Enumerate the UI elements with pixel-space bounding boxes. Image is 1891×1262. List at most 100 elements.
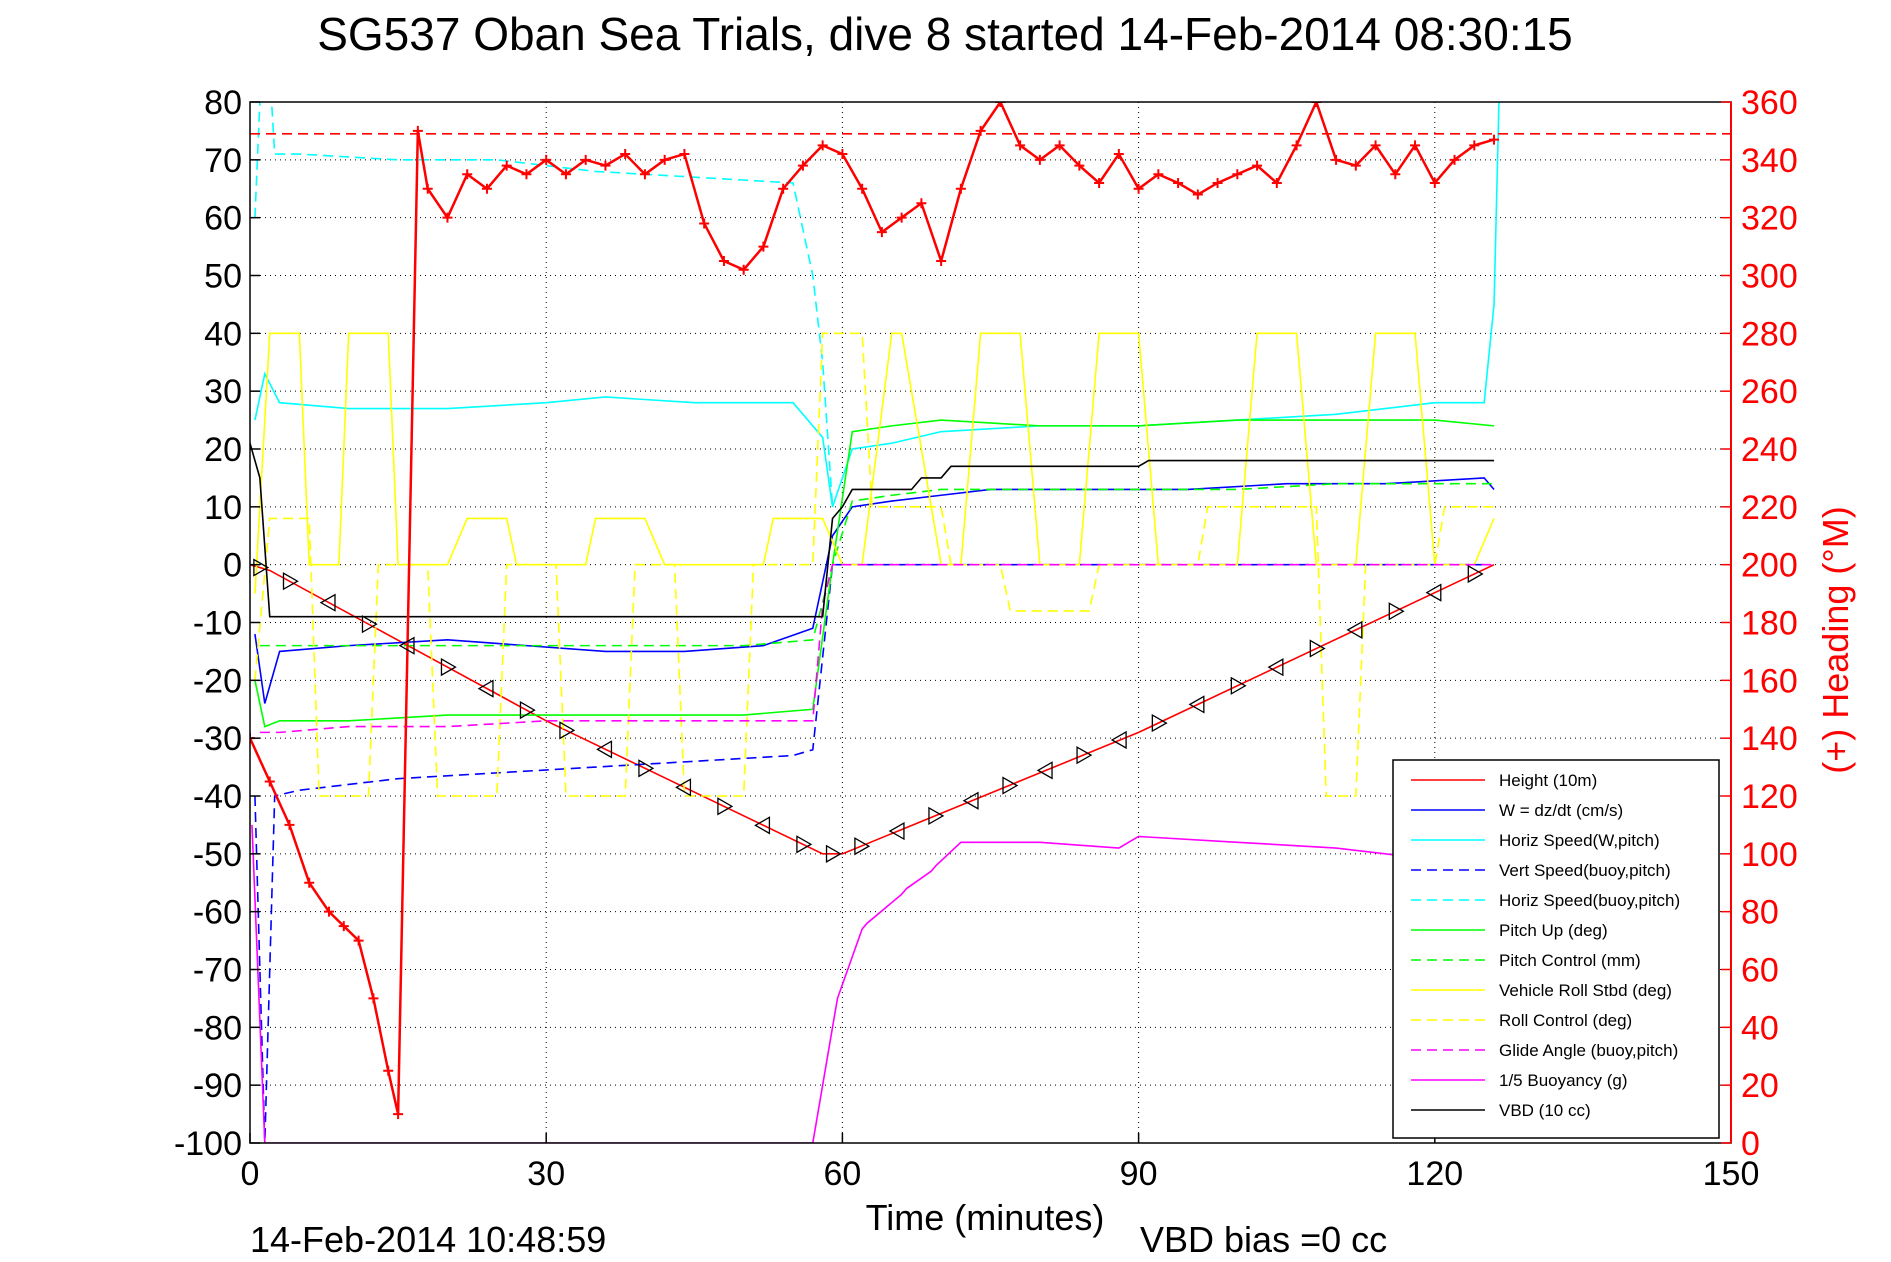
y-axis-right: 3603403203002802602402202001801601401201… [1721, 84, 1798, 1163]
height-marker [1467, 564, 1484, 584]
series-point-heading [1192, 189, 1203, 200]
y2-tick-label: 280 [1741, 315, 1798, 353]
height-marker [888, 821, 905, 841]
series-point-heading [481, 183, 492, 194]
series-point-heading [1015, 140, 1026, 151]
series-point-heading [797, 160, 808, 171]
series-point-heading [284, 819, 295, 830]
legend-label-vbd-10-cc: VBD (10 cc) [1499, 1101, 1591, 1120]
x-tick-label: 90 [1120, 1155, 1158, 1193]
series-point-heading [955, 183, 966, 194]
series-point-heading [560, 169, 571, 180]
series-point-heading [1034, 154, 1045, 165]
series-point-heading [639, 169, 650, 180]
height-marker [1110, 730, 1127, 750]
y2-tick-label: 360 [1741, 84, 1798, 122]
height-marker [854, 837, 871, 856]
y-tick-label: 40 [204, 315, 242, 353]
series-point-heading [758, 241, 769, 252]
series-line-vehicle-roll-stbd-deg [254, 332, 1495, 594]
series-point-heading [1232, 169, 1243, 180]
series-point-heading [876, 227, 887, 238]
series-point-heading [1350, 160, 1361, 171]
series-point-heading [817, 140, 828, 151]
y2-tick-label: 340 [1741, 142, 1798, 180]
legend-label-horiz-speed-w-pitch: Horiz Speed(W,pitch) [1499, 831, 1660, 850]
y2-tick-label: 300 [1741, 258, 1798, 296]
y-tick-label: -70 [193, 952, 242, 990]
y-tick-label: -80 [193, 1009, 242, 1047]
y-tick-label: 30 [204, 373, 242, 411]
y2-tick-label: 20 [1741, 1067, 1779, 1105]
series-point-heading [541, 154, 552, 165]
y-tick-label: 70 [204, 142, 242, 180]
y2-tick-label: 320 [1741, 200, 1798, 238]
y2-tick-label: 0 [1741, 1125, 1760, 1163]
series-point-heading [1291, 140, 1302, 151]
height-marker [717, 797, 734, 816]
series-line-roll-control-deg [254, 332, 1495, 797]
series-layer [250, 102, 1731, 1143]
series-point-heading [857, 183, 868, 194]
y2-tick-label: 200 [1741, 547, 1798, 585]
series-point-heading [1173, 177, 1184, 188]
series-point-heading [837, 149, 848, 160]
series-point-heading [1370, 140, 1381, 151]
y-tick-label: -100 [174, 1125, 242, 1163]
height-marker [596, 740, 613, 759]
series-point-heading [1331, 154, 1342, 165]
y2-tick-label: 60 [1741, 952, 1779, 990]
series-point-heading [1311, 102, 1322, 107]
series-line-horiz-speed-buoy-pitch [254, 102, 834, 507]
height-marker [559, 721, 576, 740]
height-marker [253, 558, 270, 577]
y-axis-left: 80 70 60 50 40 30 20 10 0 -10 -20 -30 -40 -50 -60 -70 -8… [174, 84, 260, 1163]
height-marker [398, 636, 415, 655]
height-marker [282, 572, 299, 591]
series-line-w-dz-dt-cm-s [254, 477, 1495, 704]
series-point-heading [1212, 177, 1223, 188]
series-point-heading [620, 149, 631, 160]
y2-tick-label: 160 [1741, 662, 1798, 700]
y2-axis-label: (+) Heading (°M) [1815, 506, 1856, 773]
height-marker [1036, 761, 1053, 780]
y-tick-label: -50 [193, 836, 242, 874]
legend-label-height-10m: Height (10m) [1499, 771, 1597, 790]
x-tick-label: 30 [527, 1155, 565, 1193]
height-marker [1188, 695, 1205, 714]
series-point-heading [975, 125, 986, 136]
y-tick-label: 20 [204, 431, 242, 469]
y-tick-label: -30 [193, 720, 242, 758]
series-point-heading [1489, 134, 1500, 145]
series-point-heading [1252, 160, 1263, 171]
y-tick-label: -10 [193, 605, 242, 643]
height-marker [1002, 776, 1019, 795]
footer-vbd-bias: VBD bias =0 cc [1140, 1219, 1387, 1260]
legend: Height (10m) W = dz/dt (cm/s) Horiz Speed(… [1392, 759, 1720, 1139]
series-point-heading [1074, 160, 1085, 171]
series-point-heading [393, 1109, 404, 1120]
y2-tick-label: 260 [1741, 373, 1798, 411]
series-point-heading [521, 169, 532, 180]
chart-title: SG537 Oban Sea Trials, dive 8 started 14… [317, 8, 1573, 60]
height-marker [477, 679, 494, 698]
y-tick-label: -20 [193, 662, 242, 700]
y-tick-label: -40 [193, 778, 242, 816]
y2-tick-label: 140 [1741, 720, 1798, 758]
series-point-heading [383, 1065, 394, 1076]
series-point-heading [995, 102, 1006, 107]
y-tick-label: 0 [223, 547, 242, 585]
height-marker [796, 835, 813, 854]
height-marker [1425, 583, 1442, 602]
y-tick-label: -90 [193, 1067, 242, 1105]
height-marker [1230, 676, 1247, 695]
series-point-heading [679, 149, 690, 160]
y-tick-label: -60 [193, 894, 242, 932]
y2-tick-label: 120 [1741, 778, 1798, 816]
series-line-height-10m [250, 563, 1495, 855]
legend-label-pitch-up-deg: Pitch Up (deg) [1499, 921, 1608, 940]
series-point-heading [442, 212, 453, 223]
y2-tick-label: 40 [1741, 1009, 1779, 1047]
series-point-heading [896, 212, 907, 223]
height-marker [1076, 746, 1093, 765]
